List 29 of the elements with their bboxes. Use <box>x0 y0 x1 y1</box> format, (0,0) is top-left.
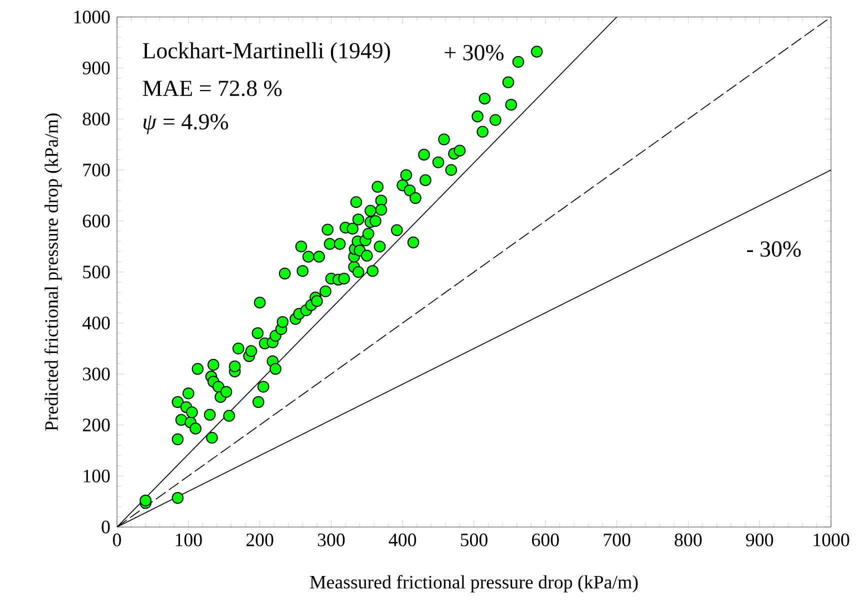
y-axis-title: Predicted frictional pressure drop (kPa/m) <box>44 114 62 431</box>
annotation: Lockhart-Martinelli (1949) <box>142 42 390 64</box>
x-tick-label: 700 <box>604 534 630 546</box>
annotation: MAE = 72.8 % <box>142 80 282 96</box>
y-tick-label: 800 <box>82 112 110 126</box>
x-tick-label: 0 <box>112 534 122 546</box>
x-tick-label: 400 <box>388 534 416 546</box>
y-tick-label: 100 <box>84 470 110 482</box>
x-tick-label: 100 <box>176 534 202 546</box>
x-axis-title: Meassured frictional pressure drop (kPa/m) <box>310 575 638 592</box>
y-tick-label: 200 <box>82 418 110 432</box>
x-tick-label: 1000 <box>814 534 850 546</box>
y-tick-label: 0 <box>102 520 110 534</box>
annotation: + 30% <box>444 44 504 60</box>
y-tick-label: 400 <box>82 316 110 330</box>
x-tick-label: 900 <box>746 534 774 546</box>
x-tick-label: 500 <box>460 534 488 546</box>
y-tick-label: 600 <box>82 214 110 228</box>
y-tick-label: 1000 <box>74 10 110 24</box>
y-tick-label: 500 <box>83 266 110 278</box>
y-tick-label: 700 <box>83 164 110 176</box>
x-tick-label: 600 <box>532 534 559 546</box>
annotation: ψ = 4.9% <box>144 114 228 134</box>
annotation: - 30% <box>747 241 801 257</box>
y-tick-label: 900 <box>82 62 110 74</box>
x-tick-label: 200 <box>246 534 274 546</box>
x-tick-label: 800 <box>674 534 702 546</box>
y-tick-label: 300 <box>83 368 110 380</box>
x-tick-label: 300 <box>318 534 345 546</box>
